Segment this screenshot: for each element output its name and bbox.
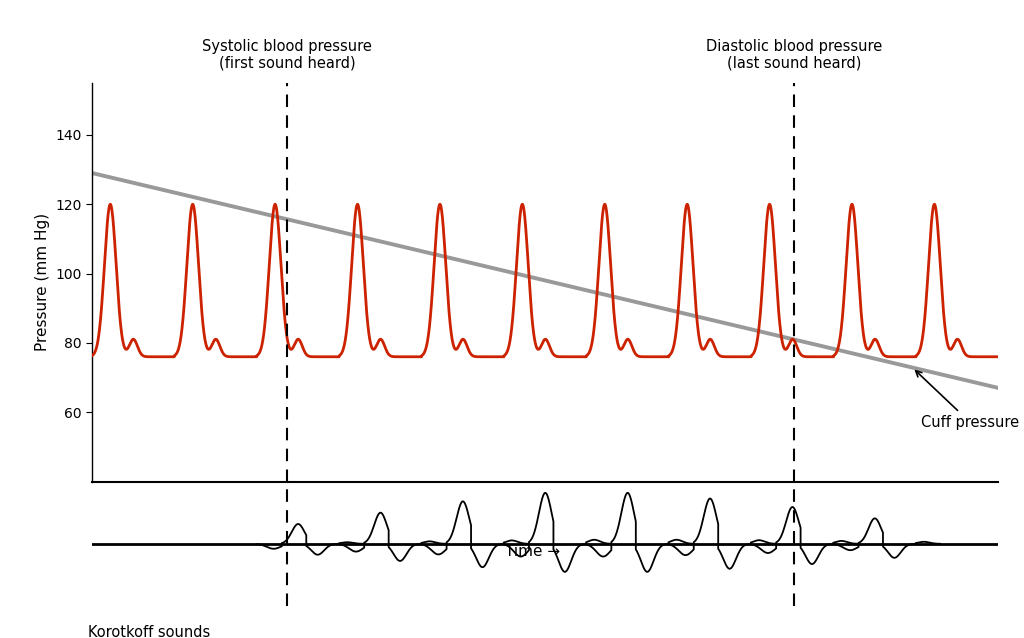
Text: Korotkoff sounds
in stethoscope: Korotkoff sounds in stethoscope [88,625,210,638]
Text: Cuff pressure: Cuff pressure [915,371,1020,430]
Y-axis label: Pressure (mm Hg): Pressure (mm Hg) [35,213,50,352]
Text: Systolic blood pressure
(first sound heard): Systolic blood pressure (first sound hea… [202,38,372,71]
Text: Time →: Time → [505,544,560,560]
Text: Diastolic blood pressure
(last sound heard): Diastolic blood pressure (last sound hea… [707,38,883,71]
